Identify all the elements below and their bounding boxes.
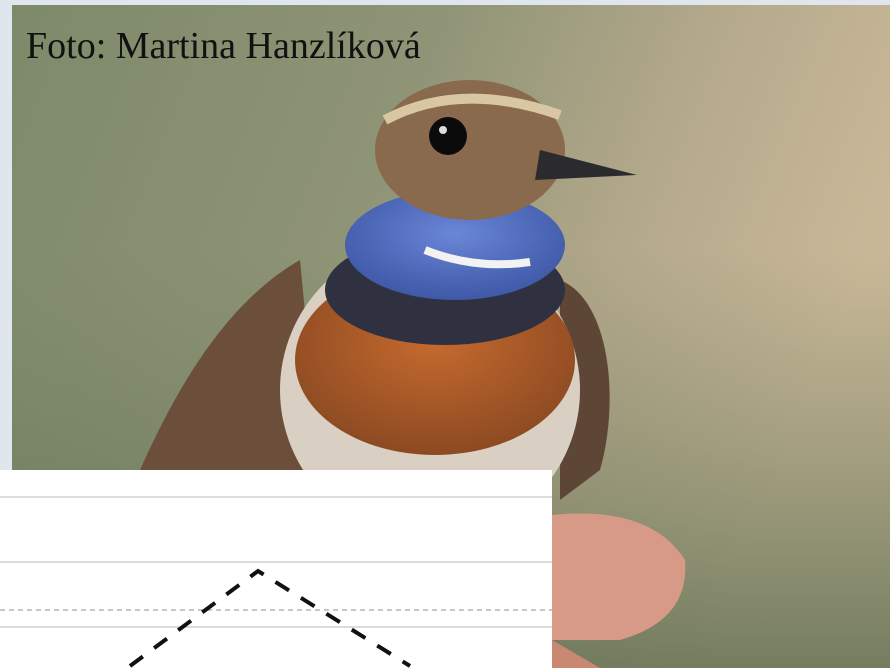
photo-credit: Foto: Martina Hanzlíková <box>26 25 421 67</box>
page: Foto: Martina Hanzlíková (() => { const … <box>0 0 890 668</box>
photo-slide: Foto: Martina Hanzlíková <box>0 0 890 668</box>
chart-fragment <box>0 470 552 668</box>
